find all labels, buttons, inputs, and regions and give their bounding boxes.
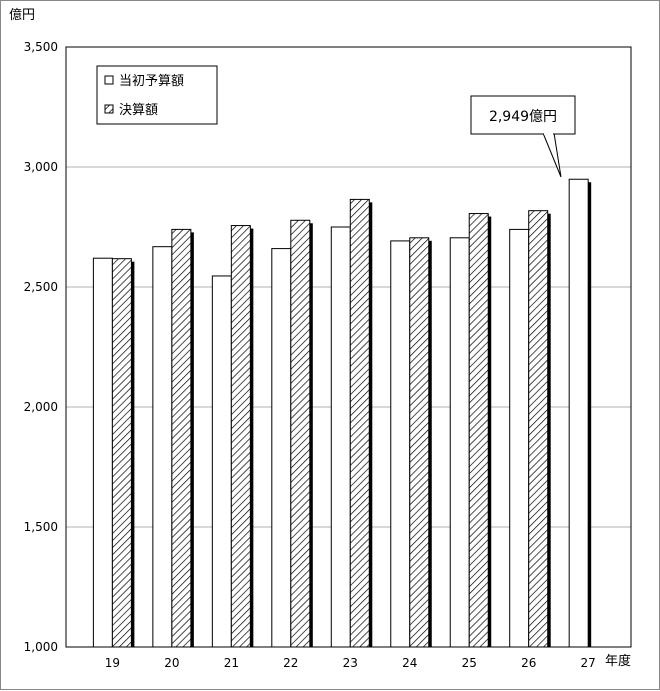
plot-area-border bbox=[65, 46, 632, 648]
x-tick-label: 19 bbox=[105, 656, 120, 670]
bar-settlement bbox=[111, 258, 132, 648]
x-tick-label: 23 bbox=[343, 656, 358, 670]
y-tick-label: 1,500 bbox=[24, 520, 58, 534]
bar-budget bbox=[390, 240, 411, 648]
bar-budget bbox=[211, 275, 232, 648]
y-tick-label: 3,500 bbox=[24, 40, 58, 54]
bar-budget bbox=[568, 178, 589, 648]
y-tick-label: 1,000 bbox=[24, 640, 58, 654]
bar-settlement bbox=[230, 225, 251, 648]
x-tick-label: 22 bbox=[283, 656, 298, 670]
bar-budget bbox=[271, 248, 292, 648]
bars bbox=[92, 178, 592, 648]
legend: 当初予算額 決算額 bbox=[96, 65, 218, 125]
legend-label-settlement: 決算額 bbox=[119, 103, 158, 118]
bar-settlement bbox=[528, 210, 549, 648]
x-tick-label: 26 bbox=[521, 656, 536, 670]
callout: 2,949億円 bbox=[470, 95, 576, 178]
bar-budget bbox=[509, 228, 530, 648]
callout-pointer-join bbox=[544, 132, 553, 135]
bar-settlement bbox=[290, 219, 311, 648]
callout-label: 2,949億円 bbox=[489, 109, 557, 125]
y-tick-label: 2,000 bbox=[24, 400, 58, 414]
bar-settlement bbox=[409, 237, 430, 648]
x-axis-unit: 年度 bbox=[605, 653, 631, 669]
legend-label-budget: 当初予算額 bbox=[119, 74, 184, 89]
y-tick-labels: 1,000 1,500 2,000 2,500 3,000 3,500 bbox=[24, 40, 58, 654]
x-tick-labels: 19 20 21 22 23 24 25 26 27 bbox=[105, 656, 596, 670]
bar-settlement bbox=[171, 228, 192, 648]
legend-box bbox=[96, 65, 218, 125]
legend-swatch-settlement bbox=[104, 104, 114, 114]
legend-swatch-budget bbox=[104, 75, 114, 85]
bar-budget bbox=[152, 246, 173, 648]
y-tick-label: 3,000 bbox=[24, 160, 58, 174]
y-axis-unit: 億円 bbox=[9, 7, 35, 23]
x-tick-label: 24 bbox=[402, 656, 417, 670]
bar-settlement bbox=[349, 198, 370, 648]
x-tick-label: 25 bbox=[462, 656, 477, 670]
y-tick-label: 2,500 bbox=[24, 280, 58, 294]
x-tick-label: 27 bbox=[581, 656, 596, 670]
callout-box bbox=[470, 95, 576, 135]
x-tick-label: 20 bbox=[164, 656, 179, 670]
callout-pointer bbox=[542, 132, 562, 178]
bar-settlement bbox=[468, 213, 489, 648]
x-tick-label: 21 bbox=[224, 656, 239, 670]
bar-budget bbox=[449, 237, 470, 648]
bar-budget bbox=[330, 226, 351, 648]
bar-budget bbox=[92, 257, 113, 648]
